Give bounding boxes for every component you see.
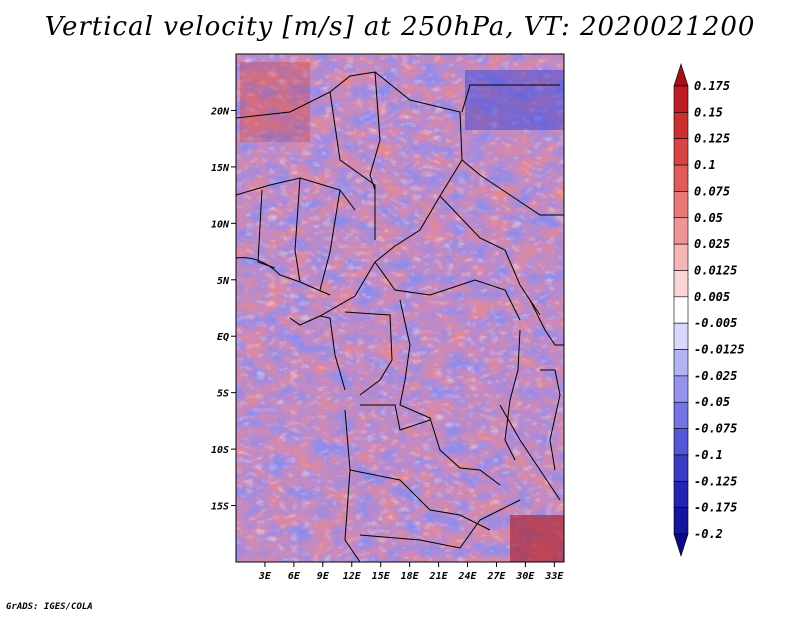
lon-tick-label: 33E [544, 571, 564, 582]
lon-tick-label: 15E [372, 571, 391, 582]
border-line [344, 409, 361, 562]
longitude-axis: 3E 6E 9E 12E 15E 18E 21E 24E 27E 30E 33E [258, 562, 564, 582]
colorbar-label: 0.175 [694, 79, 730, 93]
lon-tick-label: 27E [486, 571, 506, 582]
lat-tick-label: 20N [210, 106, 230, 117]
colorbar-bottom-arrow [673, 533, 689, 557]
colorbar: 0.175 0.15 0.125 0.1 0.075 0.05 0.025 0.0125 0.0… [673, 63, 745, 557]
colorbar-label: 0.075 [694, 184, 730, 198]
border-line [540, 369, 561, 471]
border-line [329, 91, 376, 240]
colorbar-label: -0.075 [694, 422, 737, 436]
colorbar-label: -0.0125 [694, 343, 745, 357]
lon-tick-label: 3E [258, 571, 272, 582]
colorbar-swatch [673, 138, 689, 166]
border-line [344, 311, 393, 396]
lon-tick-label: 12E [343, 571, 362, 582]
border-line [236, 71, 463, 326]
lon-tick-label: 24E [457, 571, 477, 582]
border-line [529, 299, 564, 346]
lon-tick-label: 18E [401, 571, 420, 582]
colorbar-swatch [673, 349, 689, 377]
colorbar-label: -0.1 [694, 448, 723, 462]
strong-descent-region [465, 70, 564, 130]
colorbar-swatch [673, 375, 689, 403]
colorbar-top-arrow [673, 63, 689, 87]
colorbar-swatch [673, 112, 689, 140]
colorbar-label: -0.2 [694, 527, 723, 541]
colorbar-label: 0.025 [694, 237, 730, 251]
colorbar-swatch [673, 480, 689, 508]
colorbar-label: 0.1 [694, 158, 716, 172]
lon-tick-label: 9E [317, 571, 330, 582]
border-line [461, 159, 564, 216]
map-border [235, 53, 565, 563]
colorbar-label: -0.125 [694, 474, 737, 488]
country-borders [236, 71, 564, 562]
colorbar-swatch [673, 191, 689, 219]
colorbar-swatch [673, 296, 689, 324]
border-line [319, 189, 341, 291]
colorbar-swatch [673, 322, 689, 350]
colorbar-label: -0.05 [694, 395, 730, 409]
colorbar-swatch [673, 85, 689, 113]
lat-tick-label: 10S [211, 445, 229, 456]
ascent-region-nw [240, 62, 310, 142]
latitude-axis: 20N 15N 10N 5N EQ 5S 10S 15S [210, 106, 236, 513]
border-line [294, 177, 301, 283]
border-line [399, 299, 501, 486]
lat-tick-label: 15S [211, 502, 229, 513]
grads-credit: GrADS: IGES/COLA [6, 602, 93, 612]
lat-tick-label: EQ [217, 332, 229, 343]
strong-ascent-region [510, 515, 564, 562]
colorbar-label: 0.125 [694, 132, 730, 146]
lat-tick-label: 5N [217, 276, 230, 287]
map-title: Vertical velocity [m/s] at 250hPa, VT: 2… [44, 12, 756, 42]
border-line [360, 404, 431, 431]
colorbar-label: 0.15 [694, 105, 723, 119]
border-line [359, 499, 521, 549]
colorbar-swatch [673, 507, 689, 535]
border-line [369, 71, 381, 191]
lon-tick-label: 6E [288, 571, 301, 582]
velocity-field-texture [236, 54, 564, 562]
border-line [439, 195, 541, 316]
lon-tick-label: 21E [429, 571, 449, 582]
colorbar-swatch [673, 401, 689, 429]
colorbar-swatch [673, 270, 689, 298]
map-panel [236, 54, 564, 562]
colorbar-swatch [673, 454, 689, 482]
colorbar-label: -0.005 [694, 316, 737, 330]
colorbar-label: 0.0125 [694, 263, 737, 277]
colorbar-label: -0.025 [694, 369, 737, 383]
lat-tick-label: 5S [217, 389, 229, 400]
colorbar-swatch [673, 164, 689, 192]
border-line [319, 315, 346, 391]
colorbar-label: 0.05 [694, 211, 723, 225]
border-line [349, 469, 491, 531]
border-line [499, 404, 561, 501]
colorbar-swatch [673, 217, 689, 245]
colorbar-label: 0.005 [694, 290, 730, 304]
lon-tick-label: 30E [515, 571, 535, 582]
colorbar-label: -0.175 [694, 501, 737, 515]
colorbar-swatch [673, 243, 689, 271]
border-line [504, 329, 521, 461]
colorbar-swatch [673, 428, 689, 456]
coastline [236, 257, 331, 296]
border-line [374, 261, 521, 321]
lat-tick-label: 10N [211, 219, 230, 230]
lat-tick-label: 15N [211, 163, 230, 174]
border-line [461, 84, 560, 113]
